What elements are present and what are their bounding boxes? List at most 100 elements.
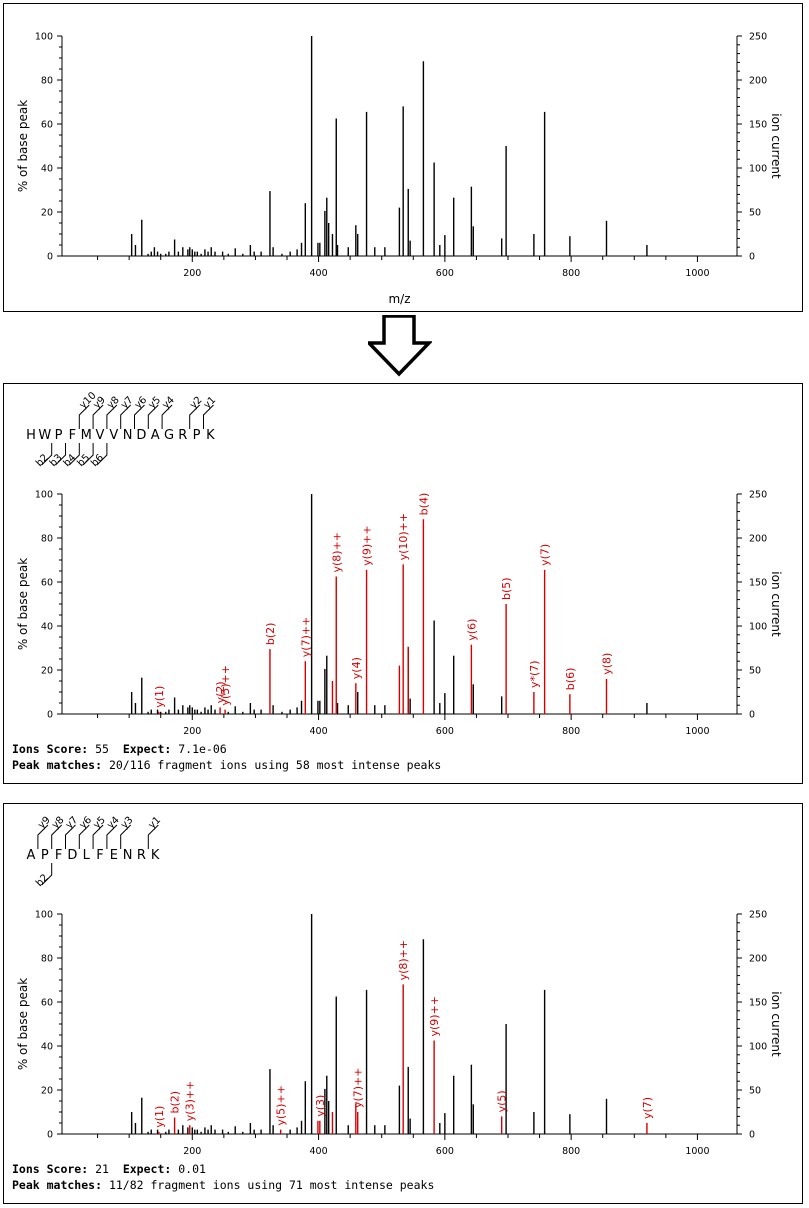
ion-label: y(6) [465,619,478,641]
y-ion-bracket [147,824,159,849]
ion-label: b(6) [564,668,577,691]
residue-letter: V [109,428,118,443]
peak-matches-value: 11/82 fragment ions using 71 most intens… [108,1178,435,1192]
ion-label: y(5)++ [219,665,232,706]
ions-score-label: Ions Score: [12,742,89,756]
residue-letter: F [96,848,103,863]
ion-label: y*(7) [528,660,541,688]
y2-axis-label: ion current [769,113,783,179]
y2-tick-label: 50 [749,666,761,677]
score-info: Ions Score: 21 Expect: 0.01 Peak matches… [12,1161,434,1193]
x-tick-label: 200 [183,268,201,279]
x-tick-label: 400 [310,726,328,737]
ion-label: y(10)++ [397,513,410,561]
residue-letter: G [164,428,174,443]
x-tick-label: 1000 [685,1146,709,1157]
ion-label: y(3) [314,1095,327,1117]
y-ion-bracket [65,824,76,849]
ion-label: b(2) [264,623,277,646]
x-tick-label: 1000 [685,726,709,737]
b-ion-bracket [55,443,66,466]
y2-tick-label: 50 [749,208,761,219]
y-tick-label: 100 [35,32,53,43]
b-ion-label: b6 [89,452,106,469]
expect-label: Expect: [122,1162,172,1176]
y2-tick-label: 250 [749,490,767,501]
y-ion-bracket [189,404,201,429]
y2-axis-label: ion current [769,571,783,637]
ion-label: b(4) [417,493,430,516]
y-axis-label: % of base peak [16,100,30,192]
y-ion-bracket [92,824,104,849]
x-tick-label: 600 [436,1146,454,1157]
residue-letter: A [27,848,36,863]
b-ion-label: b2 [34,872,51,889]
ion-label: y(8)++ [330,532,343,573]
y2-axis-label: ion current [769,991,783,1057]
y-tick-label: 100 [35,490,53,501]
y2-tick-label: 0 [749,1130,755,1141]
residue-letter: P [55,428,63,443]
peak-matches-label: Peak matches: [12,758,103,772]
y2-tick-label: 150 [749,998,767,1009]
ions-score-value: 55 [95,742,109,756]
residue-letter: E [110,848,118,863]
y-ion-label: y1 [147,815,163,831]
spectrum-panel-unannotated: 0 20 40 60 80 100 0 50 100 150 200 250 200 400 600 800 1… [3,3,803,312]
residue-letter: R [178,428,187,443]
residue-letter: P [193,428,201,443]
y-tick-label: 40 [41,622,53,633]
peak-matches-value: 20/116 fragment ions using 58 most inten… [108,758,442,772]
y-tick-label: 100 [35,910,53,921]
down-arrow-icon [368,315,432,377]
residue-letter: P [41,848,49,863]
y-axis-label: % of base peak [16,978,30,1070]
x-tick-label: 1000 [685,268,709,279]
y2-tick-label: 0 [749,710,755,721]
y-tick-label: 80 [41,954,53,965]
score-info: Ions Score: 55 Expect: 7.1e-06 Peak matc… [12,741,441,773]
expect-label: Expect: [122,742,172,756]
y2-tick-label: 250 [749,32,767,43]
residue-letter: F [69,428,76,443]
y2-tick-label: 100 [749,164,767,175]
y-tick-label: 0 [47,252,53,263]
residue-letter: R [137,848,146,863]
y-ion-bracket [51,824,63,849]
b-ion-bracket [41,443,53,466]
x-tick-label: 600 [436,268,454,279]
x-tick-label: 200 [183,726,201,737]
residue-letter: L [83,848,91,863]
ion-label: y(3)++ [184,1081,197,1122]
y-tick-label: 60 [41,120,53,131]
y-tick-label: 20 [41,1086,53,1097]
y2-tick-label: 150 [749,120,767,131]
spectrum-panel-match-2: 0 20 40 60 80 100 0 50 100 150 200 250 200 400 600 800 1… [3,803,803,1204]
y2-tick-label: 150 [749,578,767,589]
y2-tick-label: 200 [749,954,767,965]
residue-letter: V [96,428,105,443]
y-tick-label: 20 [41,208,53,219]
ion-label: y(5) [496,1090,509,1112]
ion-label: y(1) [153,1106,166,1128]
y-tick-label: 60 [41,578,53,589]
peak-matches-label: Peak matches: [12,1178,103,1192]
ion-label: y(7) [641,1097,654,1119]
y-ion-bracket [37,824,49,849]
x-tick-label: 800 [562,726,580,737]
ion-label: b(5) [500,577,513,600]
y-ion-bracket [161,404,173,429]
x-tick-label: 800 [562,1146,580,1157]
y2-tick-label: 200 [749,534,767,545]
y-tick-label: 0 [47,710,53,721]
ion-label: y(8)++ [397,940,410,981]
y-tick-label: 80 [41,76,53,87]
y-tick-label: 40 [41,1042,53,1053]
residue-letter: D [136,428,146,443]
residue-letter: N [123,428,133,443]
x-tick-label: 200 [183,1146,201,1157]
ion-label: y(7)++ [299,617,312,658]
residue-letter: F [55,848,62,863]
